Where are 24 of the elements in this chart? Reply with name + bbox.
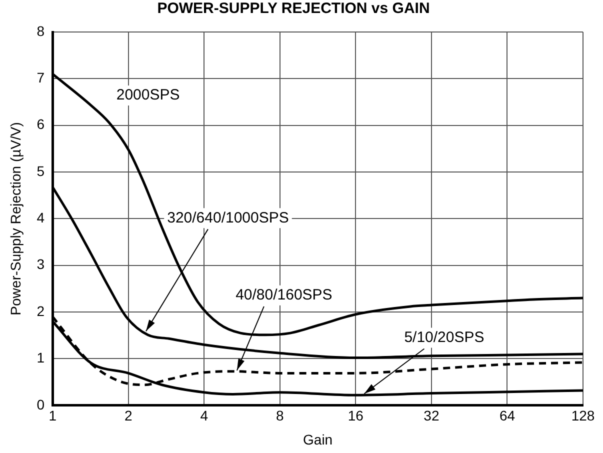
x-tick-label: 64 [499, 408, 516, 424]
y-tick-label: 1 [36, 350, 45, 366]
chart-title: POWER-SUPPLY REJECTION vs GAIN [157, 0, 430, 18]
y-tick-label: 8 [36, 22, 45, 39]
x-tick-label: 2 [124, 408, 132, 424]
annotation: 320/640/1000SPS [167, 209, 289, 226]
y-tick-label: 7 [36, 70, 45, 86]
x-tick-label: 16 [348, 408, 364, 424]
y-axis-title: Power-Supply Rejection (µV/V) [7, 122, 24, 316]
annotation: 40/80/160SPS [236, 286, 332, 304]
y-tick-label: 6 [36, 116, 45, 132]
y-tick-label: 4 [36, 210, 45, 226]
x-axis-title: Gain [303, 431, 333, 448]
annotation: 2000SPS [116, 86, 180, 104]
y-tick-label: 3 [36, 256, 45, 272]
x-tick-label: 8 [276, 408, 284, 424]
x-tick-label: 128 [571, 408, 595, 424]
x-tick-label: 1 [48, 408, 57, 424]
annotation: 5/10/20SPS [404, 328, 484, 346]
x-tick-label: 32 [424, 408, 440, 424]
y-tick-label: 5 [36, 162, 45, 179]
y-tick-label: 2 [36, 302, 45, 319]
y-tick-label: 0 [36, 396, 45, 412]
x-tick-label: 4 [200, 408, 208, 424]
